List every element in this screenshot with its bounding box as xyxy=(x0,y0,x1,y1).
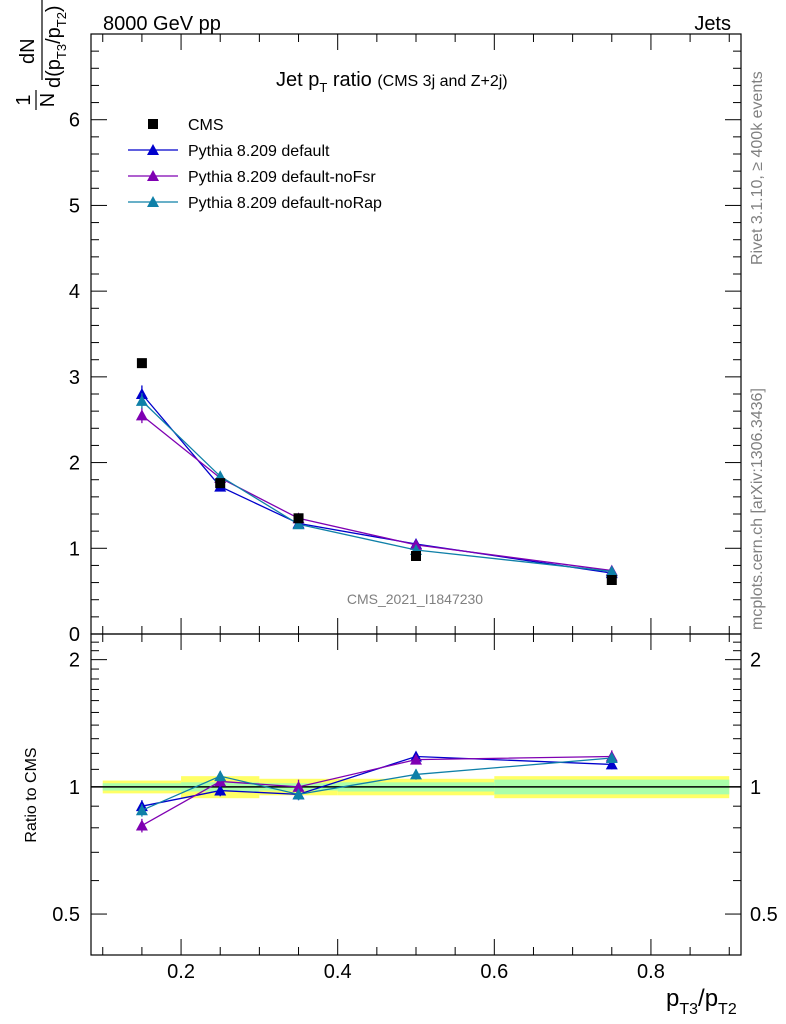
analysis-watermark: CMS_2021_I1847230 xyxy=(347,591,483,607)
ratio-tick-label-right: 0.5 xyxy=(750,904,778,926)
cms-data-point xyxy=(136,358,147,369)
legend-label: Pythia 8.209 default xyxy=(188,143,330,160)
x-tick-label: 0.2 xyxy=(167,961,195,983)
series-line xyxy=(141,393,612,574)
main-series-layer xyxy=(135,358,618,585)
legend-label: Pythia 8.209 default-noFsr xyxy=(188,169,376,186)
ratio-marker xyxy=(605,758,618,770)
cms-data-point xyxy=(411,551,421,561)
y-tick-label: 6 xyxy=(69,110,80,132)
svg-text:1: 1 xyxy=(13,94,35,105)
x-axis-label: pT3/pT2 xyxy=(666,985,737,1018)
legend-marker xyxy=(147,170,159,181)
chart-title-main: Jet p xyxy=(276,69,319,91)
svg-text:N: N xyxy=(37,93,59,107)
cms-data-point xyxy=(293,513,304,524)
y-axis-label: 1 N dN d(pT3/pT2) xyxy=(13,0,69,110)
ratio-marker xyxy=(214,784,227,796)
legend-marker-cms xyxy=(148,119,158,129)
series-line xyxy=(141,400,612,573)
ratio-marker xyxy=(214,770,227,782)
ratio-tick-label: 2 xyxy=(69,650,80,672)
y-tick-label: 3 xyxy=(69,367,80,389)
ratio-tick-label: 1 xyxy=(69,777,80,799)
y-tick-label: 2 xyxy=(69,453,80,475)
ratio-marker xyxy=(292,788,305,800)
cms-data-point xyxy=(215,478,226,489)
header-right: Jets xyxy=(694,13,731,35)
chart-title-small: (CMS 3j and Z+2j) xyxy=(377,73,507,90)
x-tick-label: 0.4 xyxy=(324,961,352,983)
ratio-tick-label: 0.5 xyxy=(52,904,80,926)
chart-title-sub: T xyxy=(319,80,327,95)
legend: CMS Pythia 8.209 default Pythia 8.209 defa… xyxy=(128,117,382,212)
legend-label: Pythia 8.209 default-noRap xyxy=(188,195,382,212)
ratio-marker xyxy=(410,753,422,765)
ratio-marker xyxy=(410,768,422,780)
cms-data-point xyxy=(606,575,617,585)
y-tick-label-zero: 0 xyxy=(69,624,80,646)
y-tick-label: 4 xyxy=(69,281,80,303)
chart-title-rest: ratio xyxy=(327,69,377,91)
legend-marker xyxy=(147,144,159,155)
y-tick-label: 1 xyxy=(69,538,80,560)
ratio-y-axis-label: Ratio to CMS xyxy=(23,747,40,842)
ratio-marker xyxy=(605,752,618,764)
mcplots-label: mcplots.cern.ch [arXiv:1306.3436] xyxy=(749,388,766,630)
ratio-tick-label-right: 1 xyxy=(750,777,761,799)
x-tick-label: 0.8 xyxy=(637,961,665,983)
series-line xyxy=(141,414,612,572)
series-marker xyxy=(135,394,148,406)
axis-ticks: 0.2 0.4 0.6 0.8 1 2 3 4 5 6 0 0.5 0.5 1 1 2 2 xyxy=(52,34,778,983)
series-marker xyxy=(135,409,148,421)
legend-label: CMS xyxy=(188,117,224,134)
svg-text:d(pT3/pT2): d(pT3/pT2) xyxy=(43,5,69,88)
rivet-label: Rivet 3.1.10, ≥ 400k events xyxy=(749,71,766,265)
series-marker xyxy=(605,565,618,577)
y-tick-label: 5 xyxy=(69,195,80,217)
ratio-series-layer xyxy=(135,750,618,833)
series-marker xyxy=(292,518,305,530)
header-left: 8000 GeV pp xyxy=(103,13,221,35)
ratio-marker xyxy=(292,780,305,792)
chart-title: Jet pT ratio (CMS 3j and Z+2j) xyxy=(276,69,508,95)
ratio-marker xyxy=(135,819,148,831)
ratio-tick-label-right: 2 xyxy=(750,650,761,672)
legend-marker xyxy=(147,196,159,207)
x-tick-label: 0.6 xyxy=(480,961,508,983)
svg-text:dN: dN xyxy=(17,38,39,64)
ratio-marker xyxy=(135,804,148,816)
